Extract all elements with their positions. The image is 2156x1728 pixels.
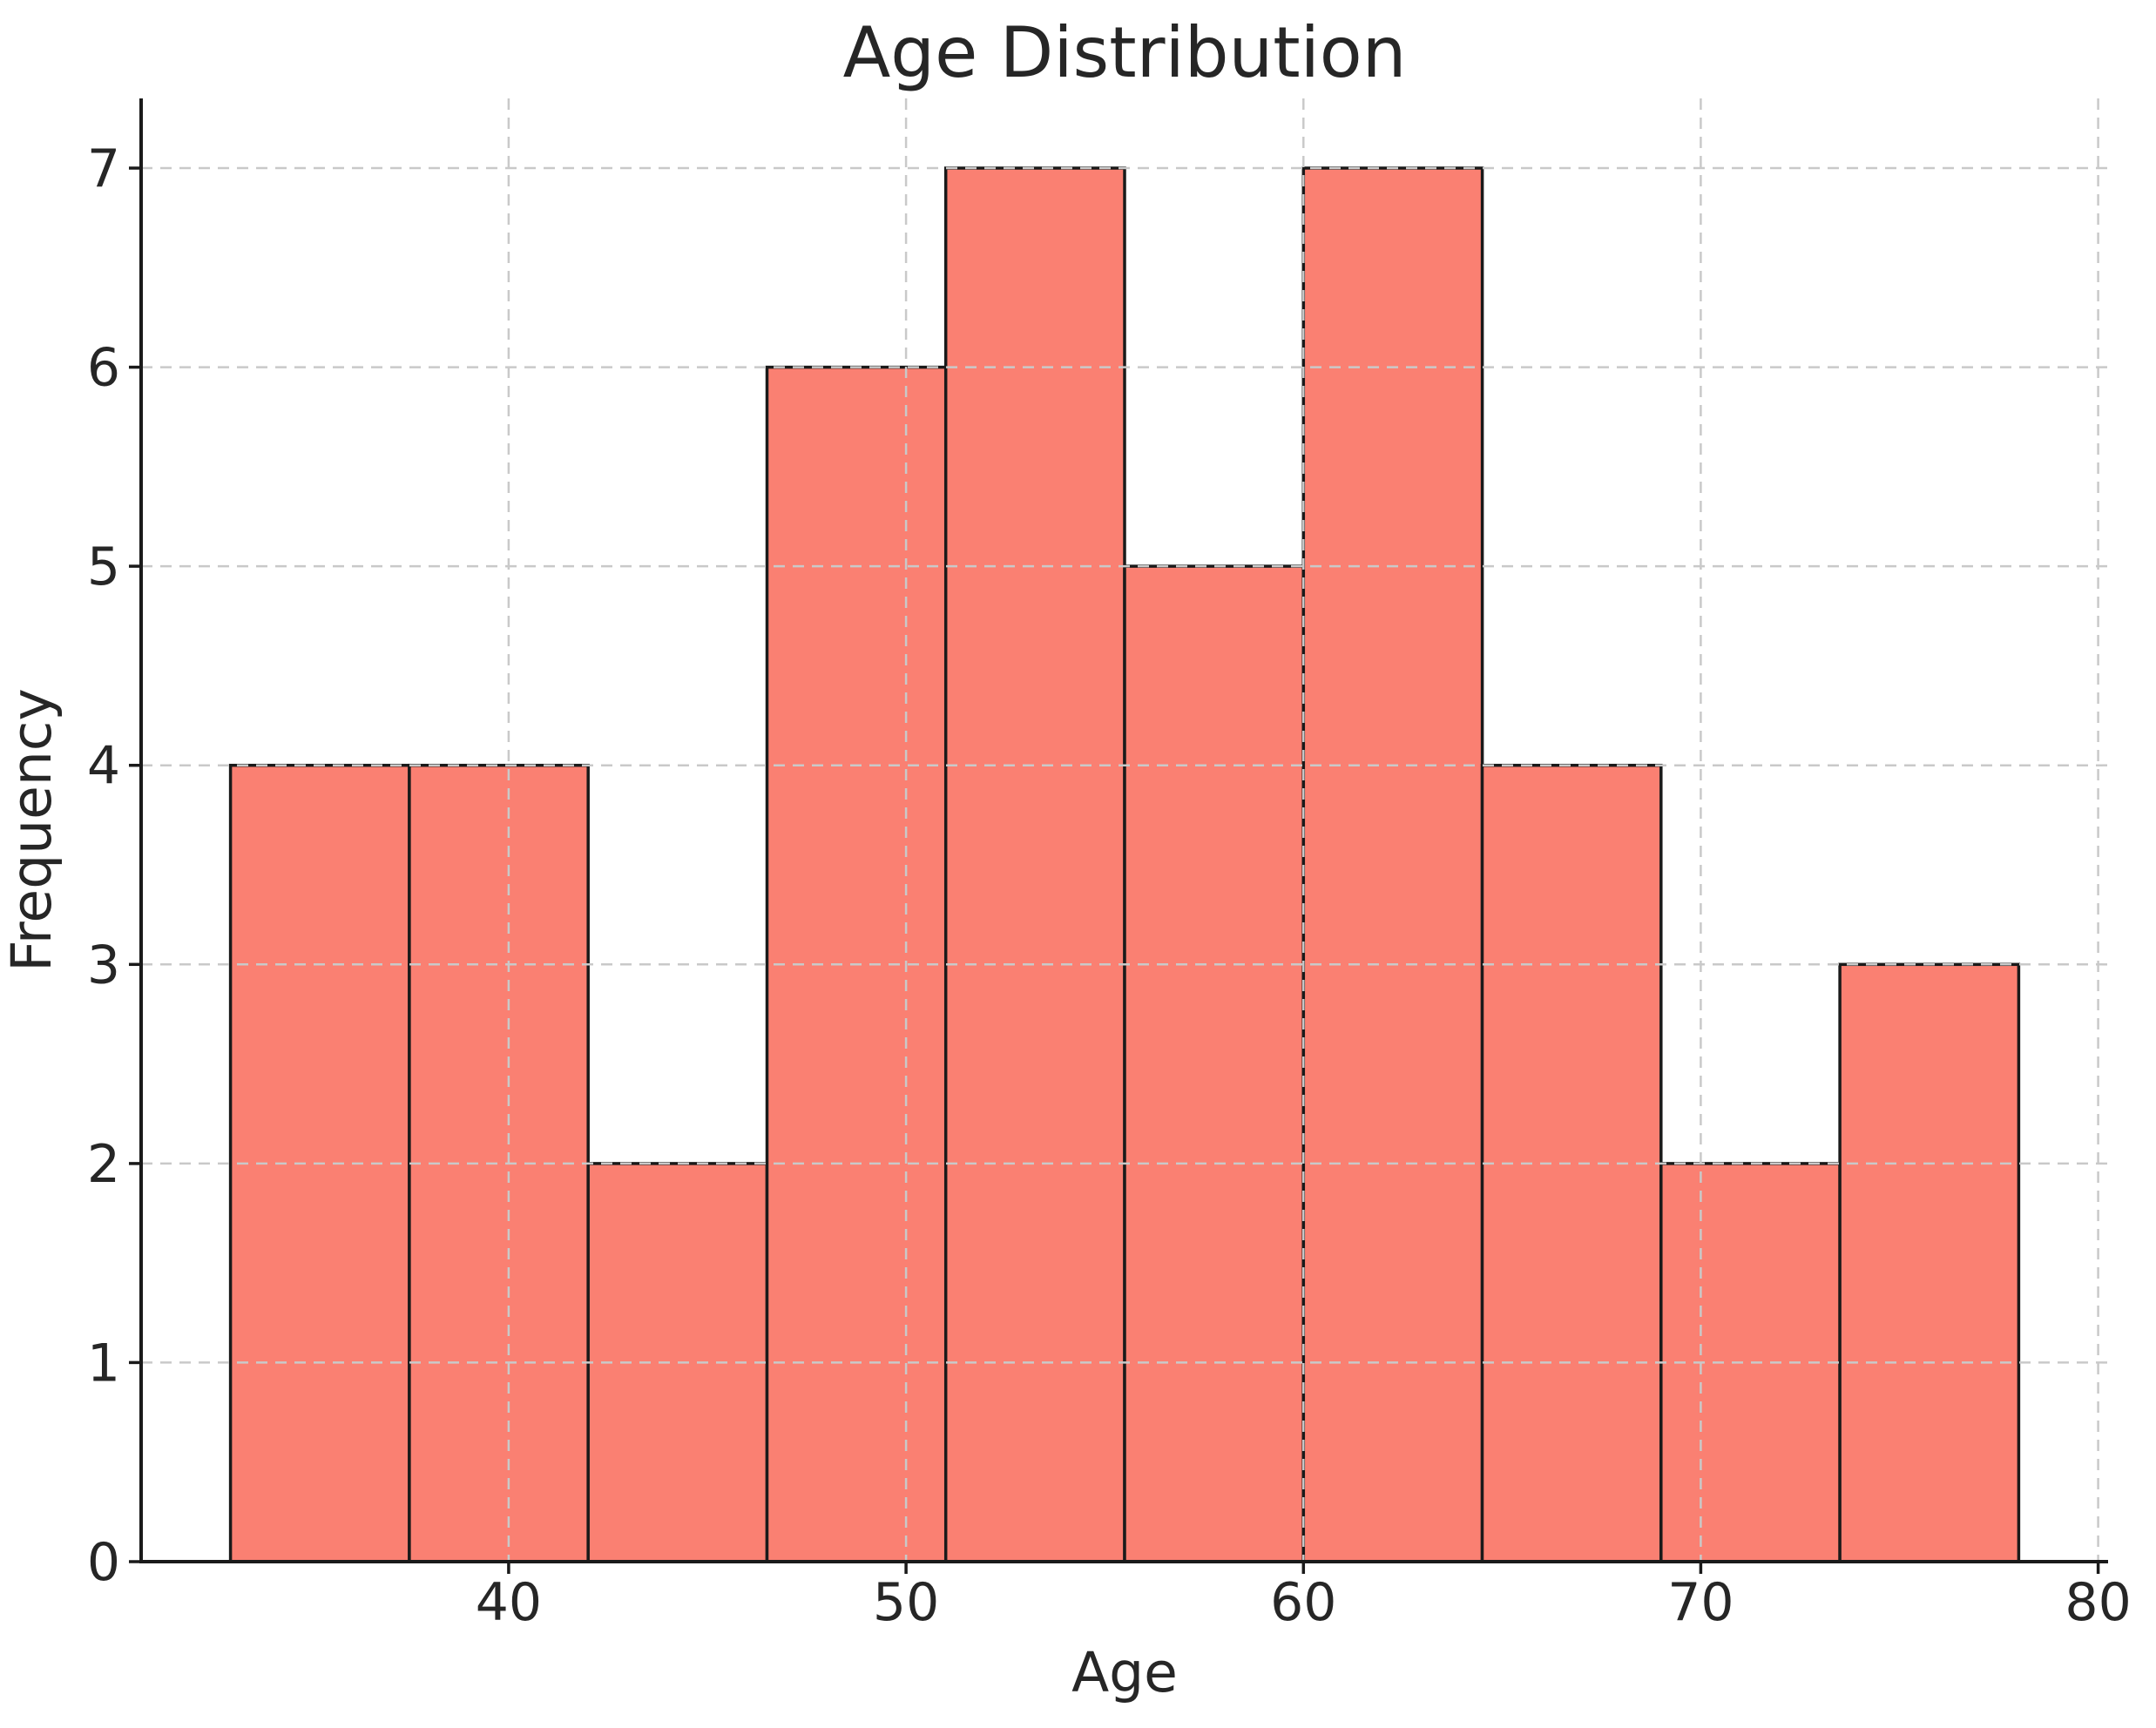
histogram-bar [1838, 962, 2021, 1563]
y-tick-label: 2 [87, 1134, 120, 1195]
y-axis-label: Frequency [0, 688, 64, 971]
x-tick-label: 50 [873, 1572, 939, 1633]
x-tick-label: 80 [2065, 1572, 2131, 1633]
histogram-bar [943, 166, 1126, 1563]
y-tick-label: 7 [87, 138, 120, 199]
histogram-bars [228, 166, 2021, 1563]
y-tick-label: 3 [87, 935, 120, 996]
y-tick-label: 4 [87, 736, 120, 797]
y-tick-label: 0 [87, 1532, 120, 1593]
y-tick-label: 6 [87, 338, 120, 399]
chart-title: Age Distribution [843, 12, 1407, 93]
x-axis-label: Age [1071, 1641, 1178, 1704]
x-tick-label: 60 [1270, 1572, 1336, 1633]
x-tick-label: 40 [476, 1572, 542, 1633]
axis-tick-labels: 40 50 60 70 80 0 1 2 3 4 5 6 7 [87, 138, 2132, 1633]
axes-spines [139, 98, 2108, 1563]
axis-ticks [129, 166, 2100, 1574]
x-tick-label: 70 [1667, 1572, 1734, 1633]
grid-lines [141, 98, 2108, 1562]
histogram-bar [1301, 166, 1484, 1563]
histogram-bar [1123, 564, 1306, 1563]
y-tick-label: 5 [87, 537, 120, 597]
y-tick-label: 1 [87, 1333, 120, 1394]
